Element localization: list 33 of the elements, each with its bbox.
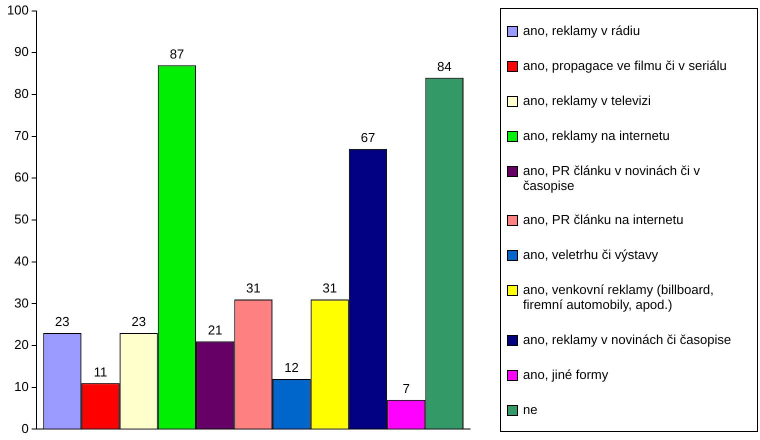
y-tick-label: 80 [14, 86, 29, 102]
data-label: 31 [246, 280, 261, 296]
legend-label: ano, reklamy v televizi [523, 92, 651, 108]
legend-label: ano, reklamy v novinách či časopise [523, 332, 732, 348]
data-label: 84 [437, 58, 452, 74]
legend-label: ano, reklamy na internetu [523, 128, 670, 143]
y-tick-label: 40 [14, 253, 29, 268]
y-tick-label: 90 [14, 44, 29, 60]
y-tick-label: 20 [14, 337, 29, 352]
data-label: 23 [55, 314, 70, 330]
y-tick-label: 10 [14, 378, 29, 394]
data-label: 87 [170, 46, 184, 62]
data-label: 7 [402, 380, 410, 396]
data-label: 23 [131, 314, 146, 330]
y-tick-label: 100 [6, 2, 29, 18]
data-label: 12 [284, 360, 299, 376]
legend-label: ano, PR článku v novinách či v časopise [523, 162, 702, 193]
y-tick-label: 50 [14, 212, 29, 227]
legend-label: ano, propagace ve filmu či v seriálu [523, 58, 727, 73]
y-tick-label: 70 [14, 128, 29, 143]
data-label: 67 [360, 130, 376, 145]
legend-label: ano, reklamy v rádiu [523, 22, 640, 38]
y-tick-label: 60 [14, 170, 29, 185]
y-tick-label: 0 [21, 420, 29, 436]
data-label: 31 [322, 280, 337, 296]
legend-label: ano, jiné formy [523, 367, 608, 382]
legend-label: ano, PR článku na internetu [523, 212, 684, 228]
legend-label: ano, venkovní reklamy (billboard, firemní automobily, apod.) [523, 282, 715, 312]
legend-label: ano, veletrhu či výstavy [523, 247, 658, 262]
data-label: 21 [208, 322, 222, 338]
legend-label: ne [523, 402, 538, 418]
data-label: 11 [94, 364, 108, 380]
y-tick-label: 30 [14, 295, 29, 310]
